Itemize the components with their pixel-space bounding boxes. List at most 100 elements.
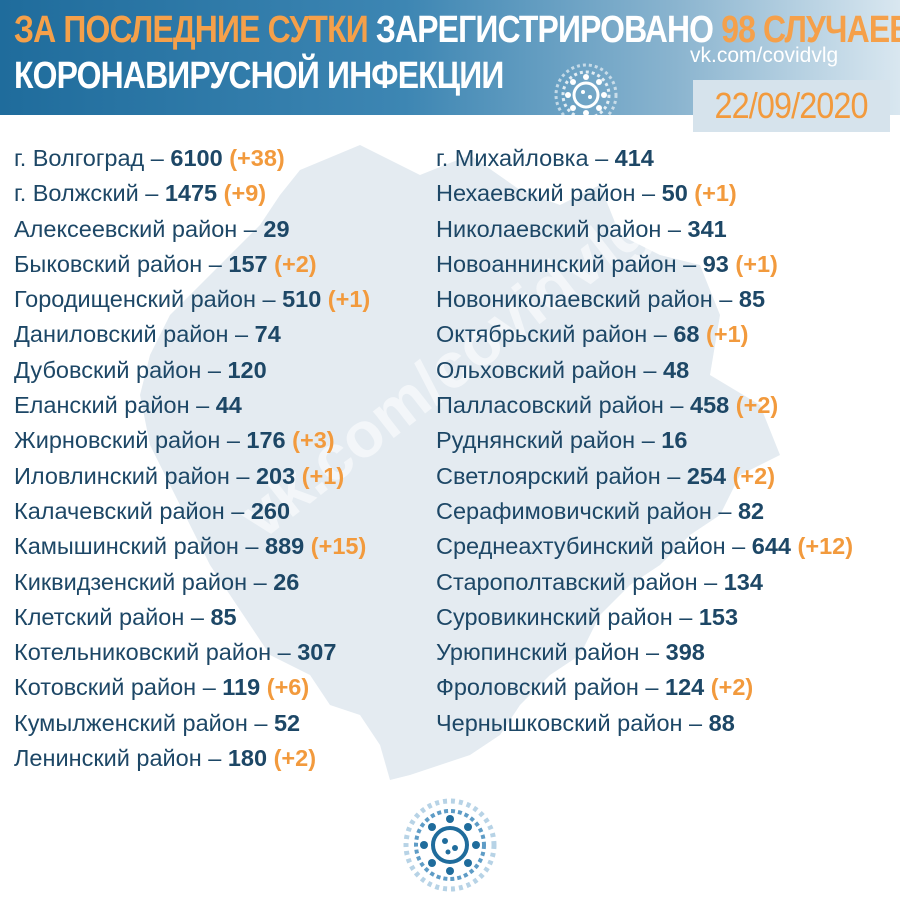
district-name: Ленинский район – [14, 745, 228, 772]
coronavirus-icon [403, 798, 497, 892]
district-name: Светлоярский район – [436, 462, 687, 489]
daily-increase: (+1) [728, 250, 778, 277]
district-name: Руднянский район – [436, 427, 662, 454]
district-name: Камышинский район – [14, 533, 266, 560]
list-item: Котельниковский район – 307 [14, 635, 370, 670]
district-name: Ольховский район – [436, 356, 664, 383]
daily-increase: (+2) [729, 392, 779, 419]
case-count: 82 [737, 497, 765, 524]
list-item: Клетский район – 85 [14, 600, 370, 635]
district-name: Еланский район – [14, 392, 216, 419]
district-name: Городищенский район – [14, 286, 283, 313]
district-name: г. Михайловка – [436, 145, 615, 171]
case-count: 254 [686, 462, 727, 489]
daily-increase: (+1) [321, 286, 371, 313]
case-count: 16 [661, 427, 688, 454]
list-item: Киквидзенский район – 26 [14, 565, 370, 600]
case-count: 889 [265, 533, 305, 560]
case-count: 1475 [164, 180, 218, 207]
district-name: Калачевский район – [14, 497, 251, 524]
case-count: 29 [263, 215, 290, 242]
region-map-background [140, 145, 780, 780]
list-item: Старополтавский район – 134 [436, 565, 853, 600]
district-name: Нехаевский район – [436, 180, 662, 207]
case-count: 260 [250, 497, 291, 524]
district-name: Палласовский район – [436, 392, 691, 419]
daily-increase: (+1) [687, 180, 737, 207]
district-name: Фроловский район – [436, 674, 666, 701]
list-item: Ленинский район – 180 (+2) [14, 741, 370, 776]
list-item: Суровикинский район – 153 [436, 600, 853, 635]
list-item: г. Волжский – 1475 (+9) [14, 176, 370, 211]
district-name: Октябрьский район – [436, 321, 674, 348]
list-item: Николаевский район – 341 [436, 212, 853, 247]
district-name: г. Волжский – [14, 180, 165, 207]
list-item: Кумылженский район – 52 [14, 706, 370, 741]
list-item: Новоаннинский район – 93 (+1) [436, 247, 853, 282]
list-item: Жирновский район – 176 (+3) [14, 423, 370, 458]
case-count: 119 [222, 674, 261, 701]
daily-increase: (+3) [285, 427, 335, 454]
district-name: Новоаннинский район – [436, 250, 703, 277]
district-name: Котовский район – [14, 674, 223, 701]
daily-increase: (+38) [222, 145, 285, 171]
case-count: 307 [297, 639, 337, 666]
district-name: Среднеахтубинский район – [436, 533, 752, 560]
list-item: Алексеевский район – 29 [14, 212, 370, 247]
case-count: 85 [738, 286, 766, 313]
case-count: 124 [665, 674, 705, 701]
case-count: 68 [673, 321, 700, 348]
case-count: 48 [663, 356, 690, 383]
list-item: Нехаевский район – 50 (+1) [436, 176, 853, 211]
district-name: Новониколаевский район – [436, 286, 739, 313]
district-name: Быковский район – [14, 250, 229, 277]
list-item: Серафимовичский район – 82 [436, 494, 853, 529]
district-name: Алексеевский район – [14, 215, 264, 242]
district-name: Иловлинский район – [14, 462, 256, 489]
coronavirus-icon [554, 63, 618, 115]
case-count: 44 [215, 392, 242, 419]
list-item: Ольховский район – 48 [436, 353, 853, 388]
case-count: 85 [210, 603, 237, 630]
list-item: Котовский район – 119 (+6) [14, 670, 370, 705]
headline-part-2: зарегистрировано [375, 9, 714, 51]
headline-line-1: За последние сутки зарегистрировано 98 с… [14, 10, 900, 50]
case-count: 644 [751, 533, 791, 560]
district-name: Суровикинский район – [436, 603, 699, 630]
right-district-list: г. Михайловка – 414 Нехаевский район – 50… [436, 141, 853, 741]
site-link[interactable]: vk.com/covidvlg [690, 44, 839, 67]
case-count: 458 [690, 392, 730, 419]
date-badge: 22/09/2020 [693, 80, 890, 132]
list-item: Даниловский район – 74 [14, 317, 370, 352]
list-item: Дубовский район – 120 [14, 353, 370, 388]
case-count: 180 [227, 745, 268, 772]
list-item: Городищенский район – 510 (+1) [14, 282, 370, 317]
district-name: Даниловский район – [14, 321, 255, 348]
district-name: Жирновский район – [14, 427, 247, 454]
daily-increase: (+9) [217, 180, 267, 207]
list-item: Палласовский район – 458 (+2) [436, 388, 853, 423]
case-count: 52 [273, 709, 301, 736]
daily-increase: (+2) [267, 250, 317, 277]
district-name: Дубовский район – [14, 356, 228, 383]
list-item: Камышинский район – 889 (+15) [14, 529, 370, 564]
list-item: Новониколаевский район – 85 [436, 282, 853, 317]
daily-increase: (+15) [304, 533, 367, 560]
daily-increase: (+1) [295, 462, 345, 489]
headline-part-1: За последние сутки [14, 9, 369, 51]
case-count: 203 [255, 462, 296, 489]
list-item: Фроловский район – 124 (+2) [436, 670, 853, 705]
list-item: г. Волгоград – 6100 (+38) [14, 141, 370, 176]
district-name: Николаевский район – [436, 215, 688, 242]
headline-part-3: 98 случаев [721, 9, 900, 51]
daily-increase: (+2) [704, 674, 754, 701]
case-count: 510 [282, 286, 322, 313]
case-count: 153 [698, 603, 739, 630]
list-item: Быковский район – 157 (+2) [14, 247, 370, 282]
list-item: Еланский район – 44 [14, 388, 370, 423]
daily-increase: (+2) [726, 462, 776, 489]
list-item: Руднянский район – 16 [436, 423, 853, 458]
daily-increase: (+6) [260, 674, 310, 701]
case-count: 26 [273, 568, 300, 595]
list-item: Чернышковский район – 88 [436, 706, 853, 741]
